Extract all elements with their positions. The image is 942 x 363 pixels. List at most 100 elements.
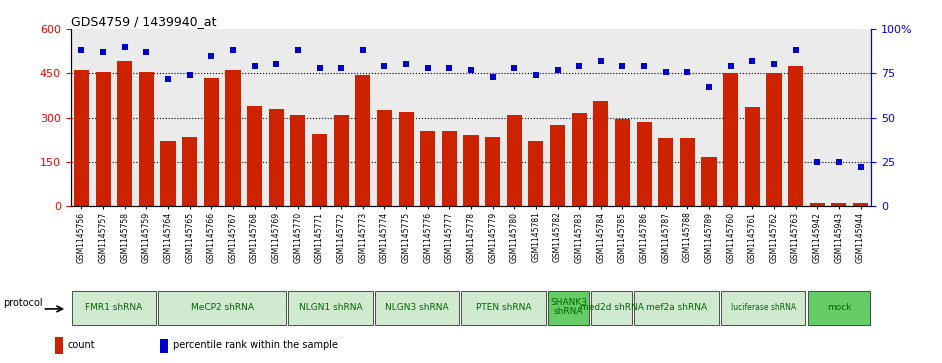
Point — [550, 67, 565, 73]
Point — [572, 63, 587, 69]
Point — [247, 63, 262, 69]
Point — [442, 65, 457, 71]
Bar — [528, 141, 544, 206]
Point — [723, 63, 739, 69]
Point — [593, 58, 609, 64]
Point — [702, 85, 717, 90]
Point — [832, 159, 847, 165]
Point — [745, 58, 760, 64]
Point — [463, 67, 479, 73]
Bar — [723, 73, 739, 206]
Point — [182, 72, 197, 78]
FancyBboxPatch shape — [548, 291, 589, 325]
Point — [333, 65, 349, 71]
Point — [355, 47, 370, 53]
Bar — [853, 203, 869, 206]
Bar — [745, 107, 760, 206]
Point — [290, 47, 305, 53]
Point — [268, 61, 284, 67]
Text: NLGN3 shRNA: NLGN3 shRNA — [385, 302, 448, 311]
Bar — [658, 138, 674, 206]
Bar — [420, 131, 435, 206]
Point — [680, 69, 695, 74]
Point — [398, 61, 414, 67]
Bar — [203, 78, 219, 206]
Bar — [398, 111, 414, 206]
Bar — [268, 109, 284, 206]
Text: med2d shRNA: med2d shRNA — [579, 302, 643, 311]
Point — [160, 76, 175, 81]
Bar — [831, 203, 847, 206]
Point — [73, 47, 89, 53]
Bar — [463, 135, 479, 206]
Point — [95, 49, 110, 55]
Bar — [572, 113, 587, 206]
Bar — [247, 106, 262, 206]
FancyBboxPatch shape — [721, 291, 805, 325]
Bar — [225, 70, 240, 206]
FancyBboxPatch shape — [288, 291, 372, 325]
Point — [767, 61, 782, 67]
Text: protocol: protocol — [4, 298, 43, 308]
Bar — [55, 337, 63, 354]
Text: MeCP2 shRNA: MeCP2 shRNA — [190, 302, 253, 311]
Point — [637, 63, 652, 69]
Point — [810, 159, 825, 165]
Bar — [355, 75, 370, 206]
Bar — [73, 70, 89, 206]
Bar — [550, 125, 565, 206]
Bar — [333, 115, 349, 206]
Bar — [160, 339, 168, 352]
FancyBboxPatch shape — [462, 291, 545, 325]
Bar — [138, 72, 154, 206]
Point — [377, 63, 392, 69]
Bar — [312, 134, 327, 206]
Text: NLGN1 shRNA: NLGN1 shRNA — [299, 302, 362, 311]
Bar — [615, 119, 630, 206]
Text: percentile rank within the sample: percentile rank within the sample — [173, 340, 338, 351]
Bar — [160, 141, 175, 206]
Bar — [788, 66, 804, 206]
Bar — [637, 122, 652, 206]
Point — [485, 74, 500, 80]
Point — [788, 47, 804, 53]
Bar — [442, 131, 457, 206]
Text: FMR1 shRNA: FMR1 shRNA — [86, 302, 142, 311]
Bar — [702, 157, 717, 206]
FancyBboxPatch shape — [72, 291, 156, 325]
Point — [312, 65, 327, 71]
Text: GDS4759 / 1439940_at: GDS4759 / 1439940_at — [71, 15, 216, 28]
Bar — [182, 137, 197, 206]
Text: SHANK3
shRNA: SHANK3 shRNA — [550, 298, 587, 316]
Bar — [810, 203, 825, 206]
Point — [658, 69, 674, 74]
Point — [138, 49, 154, 55]
FancyBboxPatch shape — [807, 291, 870, 325]
Text: count: count — [68, 340, 96, 351]
Bar — [117, 61, 132, 206]
FancyBboxPatch shape — [375, 291, 459, 325]
Bar — [507, 115, 522, 206]
Point — [225, 47, 240, 53]
Bar — [767, 73, 782, 206]
Bar — [485, 137, 500, 206]
Point — [853, 164, 869, 170]
Point — [420, 65, 435, 71]
Point — [203, 53, 219, 58]
FancyBboxPatch shape — [158, 291, 286, 325]
FancyBboxPatch shape — [634, 291, 719, 325]
Point — [615, 63, 630, 69]
Text: PTEN shRNA: PTEN shRNA — [476, 302, 531, 311]
Point — [507, 65, 522, 71]
Bar — [680, 138, 695, 206]
Bar — [593, 101, 609, 206]
Text: luciferase shRNA: luciferase shRNA — [731, 302, 796, 311]
Point — [117, 44, 132, 50]
Text: mef2a shRNA: mef2a shRNA — [646, 302, 707, 311]
Bar — [290, 115, 305, 206]
Bar — [95, 72, 110, 206]
Point — [528, 72, 544, 78]
FancyBboxPatch shape — [592, 291, 632, 325]
Text: mock: mock — [827, 302, 852, 311]
Bar — [377, 110, 392, 206]
